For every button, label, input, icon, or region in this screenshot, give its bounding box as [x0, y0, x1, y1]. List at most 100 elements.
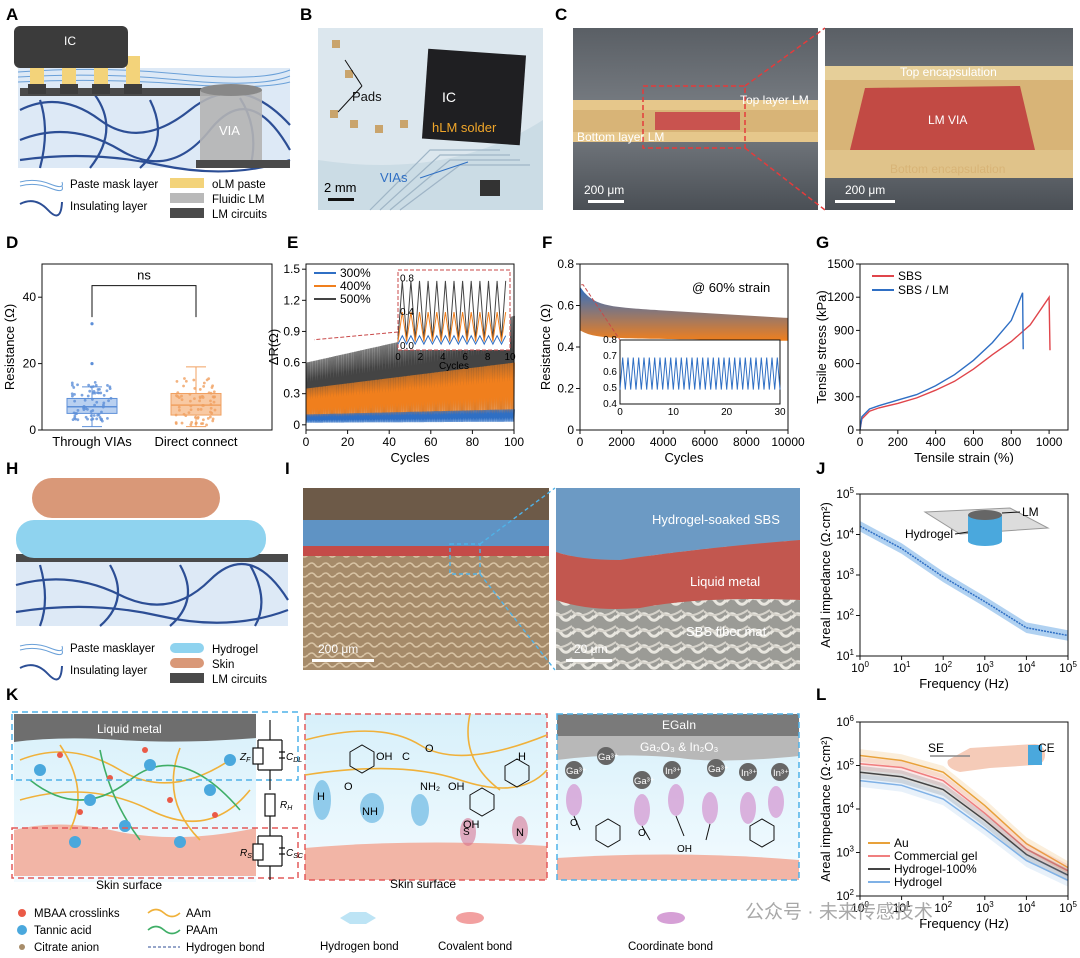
inset-connector [313, 331, 399, 341]
svg-text:200 μm: 200 μm [584, 183, 624, 197]
data-point [102, 401, 106, 405]
x-tick-label: 400 [926, 435, 946, 449]
x-tick-label: 105 [1059, 660, 1077, 675]
x-tick-label: 10000 [771, 435, 805, 449]
data-point [200, 422, 203, 426]
panel-f: F 0 2000 4000 6000 8000 10000 0 0.2 0.4 0.6 0.8 Cyc… [538, 233, 805, 465]
data-point [92, 414, 96, 417]
x-tick-label: 104 [1017, 660, 1035, 675]
data-point [89, 410, 93, 413]
legend-label: Commercial gel [894, 849, 977, 863]
data-point [98, 415, 102, 419]
data-point [207, 391, 211, 395]
x-tick-label: 103 [976, 660, 994, 675]
data-point [109, 396, 113, 400]
svg-text:Ga³⁺: Ga³⁺ [634, 776, 655, 787]
svg-text:RH: RH [280, 800, 293, 812]
x-tick-label: 0 [303, 435, 310, 449]
legend-label: Hydrogel [894, 875, 942, 889]
svg-text:In³⁺: In³⁺ [665, 766, 681, 777]
series-line-Hydrogel-100% [859, 771, 1069, 876]
data-point [207, 377, 211, 381]
data-point [70, 383, 74, 387]
panel-label-h: H [6, 459, 18, 478]
data-point [91, 417, 95, 421]
legend-label: Hydrogel-100% [894, 862, 977, 876]
y-axis-label: Areal impedance (Ω·cm²) [818, 502, 833, 648]
data-point [80, 393, 84, 397]
svg-text:Top layer LM: Top layer LM [740, 93, 809, 107]
data-point [99, 391, 103, 395]
data-point [70, 381, 74, 385]
panel-label-g: G [816, 233, 829, 252]
data-point [177, 396, 181, 399]
inset-x-tick-label: 0 [617, 407, 623, 418]
legend-label: SBS / LM [898, 283, 949, 297]
panel-label-j: J [816, 459, 825, 478]
data-point [76, 418, 80, 422]
panel-label-k: K [6, 685, 19, 704]
inset-y-tick-label: 0.8 [400, 273, 414, 284]
y-tick-label: 40 [23, 290, 37, 304]
svg-text:Hydrogel-soaked SBS: Hydrogel-soaked SBS [652, 512, 780, 527]
via-cylinder [200, 90, 262, 162]
svg-text:H: H [518, 751, 526, 763]
data-point [175, 379, 179, 383]
y-tick-label: 1.5 [283, 262, 300, 276]
data-point [180, 394, 183, 398]
svg-text:Top encapsulation: Top encapsulation [900, 65, 997, 79]
inset-x-tick-label: 20 [721, 407, 733, 418]
resistance-band [580, 286, 788, 341]
x-tick-label: 4000 [650, 435, 677, 449]
svg-text:AAm: AAm [186, 908, 211, 920]
svg-text:Hydrogen bond: Hydrogen bond [320, 941, 399, 953]
x-tick-label: 102 [934, 900, 952, 915]
x-axis-label: Cycles [664, 450, 704, 465]
y-tick-label: 0.3 [283, 387, 300, 401]
data-point [213, 408, 217, 412]
y-axis-label: Areal impedance (Ω·cm²) [818, 736, 833, 882]
svg-text:Skin surface: Skin surface [390, 877, 456, 891]
data-point [73, 399, 77, 403]
inset-x-label: Cycles [439, 361, 469, 372]
box-iqr [170, 392, 222, 416]
svg-text:Hydrogel: Hydrogel [212, 644, 258, 656]
data-point [212, 390, 216, 394]
x-tick-label: 1000 [1036, 435, 1063, 449]
photo-label-vias: VIAs [380, 170, 408, 185]
inset-x-tick-label: 0 [395, 352, 401, 363]
y-tick-label: 300 [834, 390, 854, 404]
data-point [94, 383, 98, 387]
data-point [211, 419, 215, 423]
lm-trace-bottom [196, 160, 290, 168]
inset-x-tick-label: 2 [418, 352, 424, 363]
data-point [176, 391, 180, 395]
svg-text:H: H [317, 791, 325, 803]
chart-j: 100 101 102 103 104 105101102103104105Frequen… [818, 486, 1077, 691]
data-point [83, 398, 87, 402]
data-point [96, 388, 100, 391]
inset-series-line [397, 334, 507, 346]
legend-h: Paste masklayer Insulating layer Hydroge… [19, 643, 267, 686]
y-tick-label: 0 [293, 418, 300, 432]
legend-label: 500% [340, 292, 371, 306]
data-point [87, 383, 91, 387]
chart-title: @ 60% strain [692, 280, 770, 295]
data-point [199, 407, 203, 411]
data-point [174, 421, 178, 424]
svg-text:Paste masklayer: Paste masklayer [70, 643, 155, 655]
series-line-hydrogel [859, 525, 1069, 637]
inset-x-tick-label: 30 [774, 407, 786, 418]
data-point [106, 384, 109, 387]
svg-text:NH₂: NH₂ [420, 781, 440, 793]
x-tick-label: 40 [383, 435, 397, 449]
photo-label-pads: Pads [352, 89, 382, 104]
svg-text:CSC: CSC [286, 848, 304, 860]
data-point [89, 385, 93, 389]
x-tick-label: 103 [976, 900, 994, 915]
inset-series-line [397, 312, 507, 342]
data-point [93, 403, 96, 407]
series-line-400% [305, 362, 515, 420]
significance-bracket [91, 285, 197, 318]
